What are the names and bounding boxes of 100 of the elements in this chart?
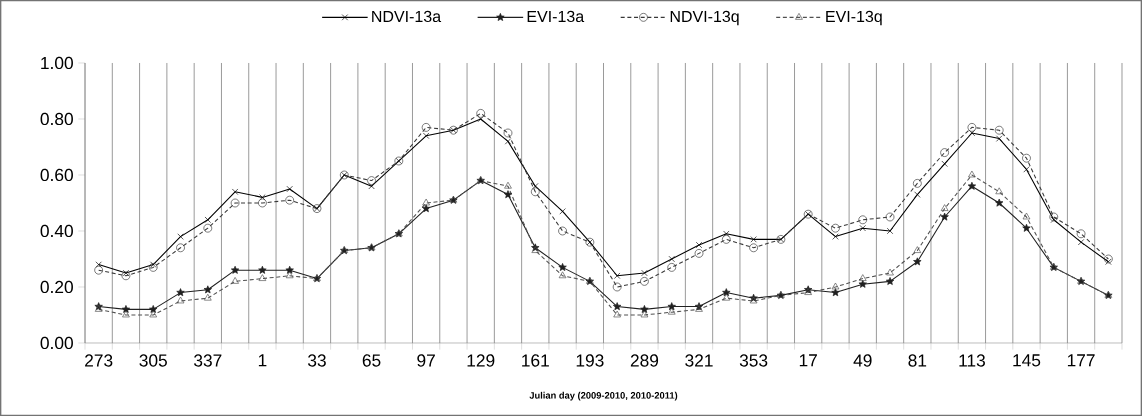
point (530, 187, 540, 197)
x-tick-label: 1 (258, 354, 267, 367)
point (204, 216, 211, 223)
x-tick-label: 305 (139, 354, 167, 367)
legend-label: NDVI-13q (670, 10, 739, 26)
legend-label: EVI-13q (826, 10, 882, 26)
point (912, 179, 922, 188)
point (368, 183, 375, 190)
point (667, 302, 676, 311)
point (995, 198, 1004, 207)
point (996, 135, 1003, 142)
point (886, 227, 894, 235)
point (668, 255, 675, 263)
point (203, 223, 213, 233)
point (121, 271, 131, 281)
point (886, 268, 894, 276)
point (613, 302, 622, 311)
point (504, 181, 512, 189)
point (1023, 166, 1030, 173)
point (914, 191, 921, 198)
point (1077, 239, 1085, 246)
point (1076, 229, 1086, 239)
point (722, 293, 731, 301)
x-tick-label: 81 (908, 354, 927, 367)
point (1105, 258, 1112, 265)
point (285, 195, 295, 205)
legend-label: EVI-13a (527, 10, 585, 23)
point (858, 274, 867, 281)
point (149, 310, 158, 318)
point (859, 225, 866, 232)
point (230, 265, 240, 274)
point (122, 310, 130, 318)
point (1022, 153, 1031, 163)
point (231, 277, 239, 284)
point (558, 226, 567, 236)
x-tick-label: 273 (85, 354, 113, 367)
point (612, 282, 622, 292)
point (858, 215, 868, 225)
point (421, 204, 431, 213)
point (750, 236, 757, 243)
x-tick-label: 97 (417, 354, 435, 367)
x-tick-label: 161 (522, 354, 549, 367)
point (913, 246, 922, 253)
point (1104, 254, 1113, 264)
point (1049, 212, 1059, 222)
point (694, 249, 704, 258)
y-tick-label: 0.80 (40, 112, 73, 126)
point (286, 185, 293, 193)
x-tick-label: 17 (799, 354, 817, 367)
point (885, 277, 895, 285)
x-tick-label: 129 (467, 354, 495, 367)
point (613, 310, 621, 318)
point (422, 198, 430, 206)
point (532, 183, 539, 190)
point (476, 109, 486, 118)
point (667, 263, 677, 272)
y-tick-label: 0.40 (40, 224, 73, 238)
point (641, 269, 648, 277)
point (832, 233, 839, 240)
point (258, 198, 267, 208)
point (558, 271, 567, 279)
point (940, 204, 949, 211)
point (258, 274, 267, 281)
point (995, 187, 1003, 195)
point (913, 257, 922, 266)
point (94, 265, 103, 275)
point (940, 148, 949, 157)
point (968, 170, 976, 178)
point (176, 296, 185, 304)
point (204, 293, 212, 301)
point (421, 123, 431, 132)
x-tick-label: 177 (1067, 354, 1095, 367)
x-tick-label: 49 (853, 354, 872, 367)
point (723, 230, 730, 237)
point (831, 223, 840, 233)
point (667, 307, 676, 315)
point (967, 181, 977, 190)
x-axis-title: Julian day (2009-2010, 2010-2011) (529, 391, 678, 401)
x-tick-label: 65 (362, 354, 381, 367)
point (558, 263, 567, 271)
point (721, 235, 731, 244)
y-tick-label: 0.20 (40, 280, 73, 294)
point (504, 138, 512, 145)
point (941, 160, 948, 167)
point (831, 282, 840, 290)
legend-label: NDVI-13a (372, 10, 442, 23)
x-tick-label: 337 (194, 354, 222, 367)
point (640, 310, 649, 318)
point (177, 233, 184, 240)
point (559, 208, 566, 215)
point (367, 176, 376, 185)
point (176, 243, 185, 253)
y-tick-label: 0.60 (40, 168, 73, 182)
point (940, 212, 949, 221)
point (203, 285, 212, 294)
point (231, 188, 239, 195)
x-tick-label: 321 (685, 354, 713, 367)
point (858, 279, 867, 288)
x-tick-label: 353 (739, 354, 768, 367)
x-tick-label: 33 (308, 354, 326, 367)
